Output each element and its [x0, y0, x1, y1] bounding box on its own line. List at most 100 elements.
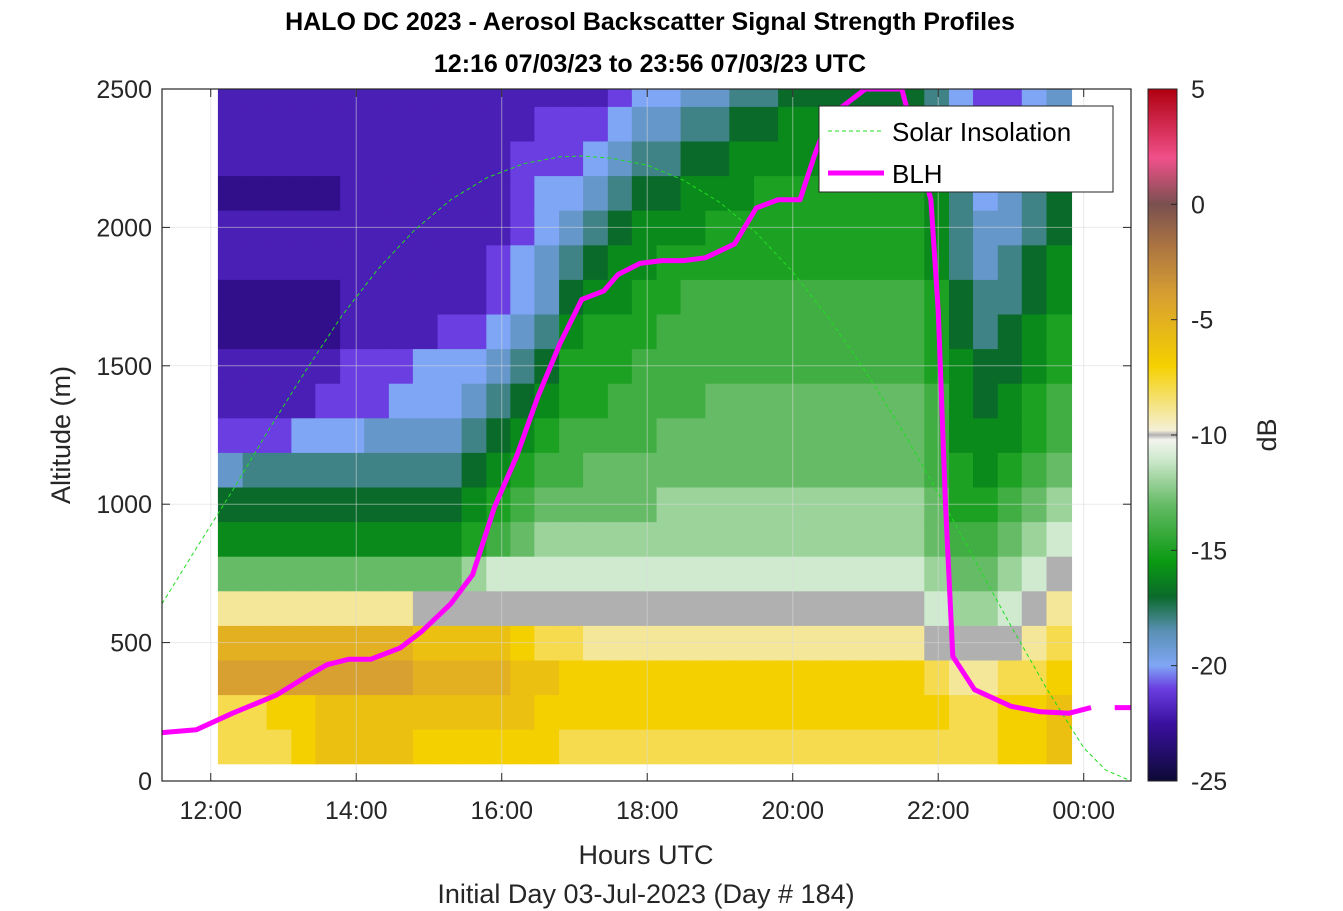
heatmap-cell	[583, 175, 609, 211]
heatmap-cell	[680, 452, 707, 488]
heatmap-cell	[631, 694, 658, 730]
heatmap-cell	[412, 244, 439, 280]
heatmap-cell	[315, 452, 341, 488]
heatmap-cell	[924, 694, 950, 730]
heatmap-cell	[754, 521, 780, 557]
heatmap-cell	[826, 383, 853, 419]
heatmap-cell	[900, 694, 926, 730]
heatmap-cell	[802, 556, 829, 592]
heatmap-cell	[437, 89, 464, 107]
heatmap-cell	[412, 89, 439, 107]
heatmap-cell	[900, 383, 926, 419]
heatmap-cell	[997, 279, 1024, 315]
heatmap-cell	[778, 729, 804, 765]
heatmap-cell	[437, 417, 464, 453]
heatmap-cell	[388, 383, 415, 419]
x-axis: 12:00 14:00 16:00 18:00 20:00 22:00 00:00	[179, 89, 1115, 825]
heatmap-cell	[754, 279, 780, 315]
heatmap-cell	[461, 89, 488, 107]
heatmap-cell	[559, 694, 585, 730]
heatmap-cell	[973, 729, 999, 765]
heatmap-cell	[461, 106, 488, 142]
heatmap-cell	[924, 89, 950, 107]
heatmap-cell	[778, 313, 804, 350]
heatmap-cell	[705, 590, 731, 626]
heatmap-cell	[510, 140, 536, 177]
heatmap-cell	[412, 279, 439, 315]
heatmap-cell	[802, 417, 829, 453]
heatmap-cell	[631, 729, 658, 765]
heatmap-cell	[997, 244, 1024, 280]
heatmap-cell	[875, 417, 902, 453]
heatmap-cell	[340, 590, 366, 626]
heatmap-cell	[412, 729, 439, 765]
heatmap-cell	[291, 452, 317, 488]
blh-line	[162, 89, 1092, 736]
heatmap-cell	[900, 659, 926, 696]
y-axis: 0 500 1000 1500 2000 2500	[96, 76, 1131, 796]
heatmap-cell	[680, 383, 707, 419]
heatmap-cell	[559, 383, 585, 419]
heatmap-cell	[291, 279, 317, 315]
heatmap-cell	[973, 383, 999, 419]
heatmap-cell	[510, 244, 536, 280]
heatmap-cell	[364, 694, 390, 730]
heatmap-cell	[729, 106, 755, 142]
heatmap-cell	[705, 694, 731, 730]
heatmap-cell	[242, 659, 269, 696]
heatmap-cell	[875, 694, 902, 730]
y-axis-label: Altitude (m)	[46, 366, 76, 504]
heatmap-cell	[340, 452, 366, 488]
heatmap-cell	[754, 452, 780, 488]
heatmap-cell	[486, 521, 512, 557]
heatmap-cell	[900, 521, 926, 557]
heatmap-cell	[242, 452, 269, 488]
legend-solar-label: Solar Insolation	[892, 117, 1071, 147]
heatmap-cell	[778, 694, 804, 730]
heatmap-cell	[729, 140, 755, 177]
heatmap-cell	[217, 556, 244, 592]
heatmap-cell	[583, 590, 609, 626]
heatmap-cell	[388, 175, 415, 211]
heatmap-cell	[949, 694, 975, 730]
heatmap-cell	[754, 140, 780, 177]
heatmap-cell	[778, 175, 804, 211]
heatmap-cell	[315, 244, 341, 280]
heatmap-cell	[924, 556, 950, 592]
heatmap-cell	[364, 659, 390, 696]
heatmap-cell	[242, 244, 269, 280]
heatmap-cell	[266, 175, 293, 211]
heatmap-cell	[729, 729, 755, 765]
heatmap-cell	[315, 694, 341, 730]
heatmap-cell	[802, 659, 829, 696]
heatmap-cell	[1021, 383, 1048, 419]
heatmap-cell	[802, 89, 829, 107]
heatmap-cell	[583, 313, 609, 350]
heatmap-cell	[729, 417, 755, 453]
heatmap-cell	[851, 244, 878, 280]
heatmap-cell	[315, 279, 341, 315]
heatmap-cell	[266, 556, 293, 592]
heatmap-cell	[364, 313, 390, 350]
heatmap-cell	[754, 694, 780, 730]
heatmap-cell	[315, 521, 341, 557]
heatmap-cell	[583, 383, 609, 419]
heatmap-cell	[631, 452, 658, 488]
heatmap-cell	[778, 244, 804, 280]
heatmap-cell	[802, 244, 829, 280]
heatmap-cell	[461, 417, 488, 453]
heatmap-cell	[900, 279, 926, 315]
heatmap-cell	[851, 556, 878, 592]
heatmap-cell	[340, 521, 366, 557]
heatmap-cell	[607, 452, 634, 488]
heatmap-cell	[315, 89, 341, 107]
heatmap-cell	[364, 521, 390, 557]
heatmap-cell	[924, 659, 950, 696]
colorbar-tick-label: -25	[1191, 768, 1227, 796]
heatmap-cell	[583, 140, 609, 177]
heatmap-cell	[900, 313, 926, 350]
heatmap-cell	[486, 106, 512, 142]
heatmap-cell	[997, 659, 1024, 696]
heatmap-cell	[437, 106, 464, 142]
heatmap-cell	[364, 729, 390, 765]
